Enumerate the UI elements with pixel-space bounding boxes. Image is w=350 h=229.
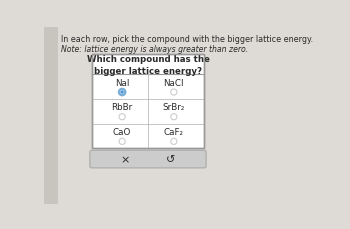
Text: RbBr: RbBr: [112, 103, 133, 112]
Circle shape: [121, 91, 124, 94]
FancyBboxPatch shape: [92, 55, 204, 149]
Circle shape: [171, 114, 177, 120]
Text: In each row, pick the compound with the bigger lattice energy.: In each row, pick the compound with the …: [61, 35, 313, 44]
Circle shape: [171, 90, 177, 96]
Circle shape: [119, 114, 125, 120]
Text: Note: lattice energy is always greater than zero.: Note: lattice energy is always greater t…: [61, 44, 248, 53]
Circle shape: [171, 139, 177, 145]
Text: Which compound has the
bigger lattice energy?: Which compound has the bigger lattice en…: [86, 55, 209, 75]
Text: NaCl: NaCl: [163, 78, 184, 87]
Circle shape: [119, 90, 125, 96]
Text: CaF₂: CaF₂: [164, 127, 184, 136]
Text: CaO: CaO: [113, 127, 131, 136]
Text: ↺: ↺: [166, 154, 175, 164]
Text: NaI: NaI: [115, 78, 130, 87]
Text: SrBr₂: SrBr₂: [163, 103, 185, 112]
FancyBboxPatch shape: [44, 27, 58, 204]
Circle shape: [119, 139, 125, 145]
Text: ×: ×: [121, 154, 130, 164]
FancyBboxPatch shape: [90, 150, 206, 168]
